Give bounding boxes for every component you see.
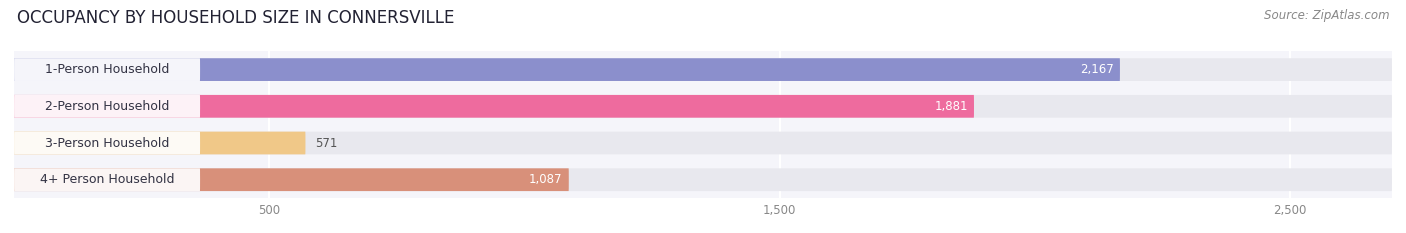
Text: 571: 571: [315, 137, 337, 150]
FancyBboxPatch shape: [14, 168, 200, 191]
Text: 2-Person Household: 2-Person Household: [45, 100, 169, 113]
Text: 2,167: 2,167: [1080, 63, 1114, 76]
Text: Source: ZipAtlas.com: Source: ZipAtlas.com: [1264, 9, 1389, 22]
FancyBboxPatch shape: [14, 95, 200, 118]
FancyBboxPatch shape: [14, 58, 1392, 81]
FancyBboxPatch shape: [14, 132, 200, 154]
FancyBboxPatch shape: [14, 95, 974, 118]
FancyBboxPatch shape: [14, 58, 200, 81]
Text: 1-Person Household: 1-Person Household: [45, 63, 169, 76]
FancyBboxPatch shape: [14, 168, 569, 191]
Text: 1,881: 1,881: [935, 100, 967, 113]
Text: OCCUPANCY BY HOUSEHOLD SIZE IN CONNERSVILLE: OCCUPANCY BY HOUSEHOLD SIZE IN CONNERSVI…: [17, 9, 454, 27]
FancyBboxPatch shape: [14, 95, 1392, 118]
FancyBboxPatch shape: [14, 132, 1392, 154]
Text: 3-Person Household: 3-Person Household: [45, 137, 169, 150]
Text: 4+ Person Household: 4+ Person Household: [39, 173, 174, 186]
FancyBboxPatch shape: [14, 58, 1121, 81]
FancyBboxPatch shape: [14, 132, 305, 154]
Text: 1,087: 1,087: [529, 173, 562, 186]
FancyBboxPatch shape: [14, 168, 1392, 191]
